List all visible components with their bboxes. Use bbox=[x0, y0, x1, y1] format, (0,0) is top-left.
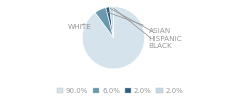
Text: WHITE: WHITE bbox=[67, 24, 91, 30]
Legend: 90.0%, 6.0%, 2.0%, 2.0%: 90.0%, 6.0%, 2.0%, 2.0% bbox=[54, 85, 186, 96]
Wedge shape bbox=[95, 8, 114, 38]
Text: HISPANIC: HISPANIC bbox=[110, 8, 182, 41]
Wedge shape bbox=[109, 7, 114, 38]
Text: ASIAN: ASIAN bbox=[103, 10, 171, 34]
Text: BLACK: BLACK bbox=[114, 8, 173, 49]
Wedge shape bbox=[106, 7, 114, 38]
Wedge shape bbox=[82, 7, 144, 69]
